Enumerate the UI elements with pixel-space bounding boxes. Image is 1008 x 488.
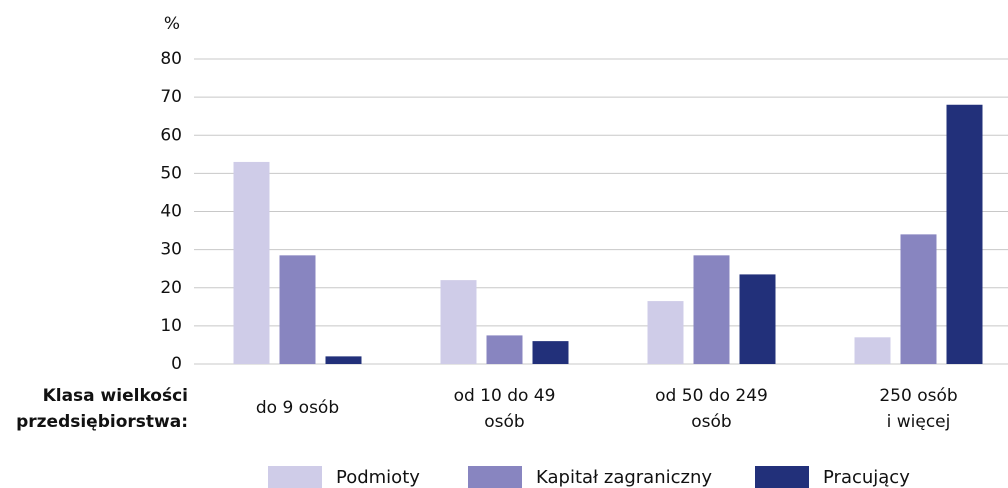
x-tick-label: 250 osób (879, 386, 957, 406)
bar (946, 104, 983, 364)
x-tick-label: osób (691, 412, 731, 432)
y-tick-label: 40 (160, 202, 182, 222)
bar (325, 356, 362, 364)
legend-swatch (468, 466, 522, 488)
legend-label: Kapitał zagraniczny (536, 467, 712, 488)
bar (486, 335, 523, 364)
legend-swatch (268, 466, 322, 488)
y-tick-label: 10 (160, 316, 182, 336)
bar (854, 337, 891, 364)
y-tick-label: 0 (171, 354, 182, 374)
bar (647, 301, 684, 364)
y-tick-label: 60 (160, 125, 182, 145)
bar (233, 161, 270, 364)
bar (279, 255, 316, 364)
y-tick-label: 80 (160, 49, 182, 69)
y-tick-label: 50 (160, 163, 182, 183)
y-tick-label: 20 (160, 278, 182, 298)
x-tick-label: osób (484, 412, 524, 432)
legend-label: Podmioty (336, 467, 420, 488)
bar (900, 234, 937, 364)
legend-label: Pracujący (823, 467, 910, 488)
x-tick-label: do 9 osób (256, 398, 339, 418)
x-tick-label: i więcej (887, 412, 951, 432)
y-tick-label: 30 (160, 240, 182, 260)
bar (532, 341, 569, 364)
bar (440, 280, 477, 364)
x-axis-label: Klasa wielkości (43, 386, 188, 406)
legend-swatch (755, 466, 809, 488)
bar (739, 274, 776, 364)
bar (693, 255, 730, 364)
x-axis-label: przedsiębiorstwa: (16, 412, 188, 432)
x-tick-label: od 50 do 249 (655, 386, 768, 406)
x-tick-label: od 10 do 49 (454, 386, 556, 406)
y-axis-label: % (164, 14, 180, 34)
y-tick-label: 70 (160, 87, 182, 107)
